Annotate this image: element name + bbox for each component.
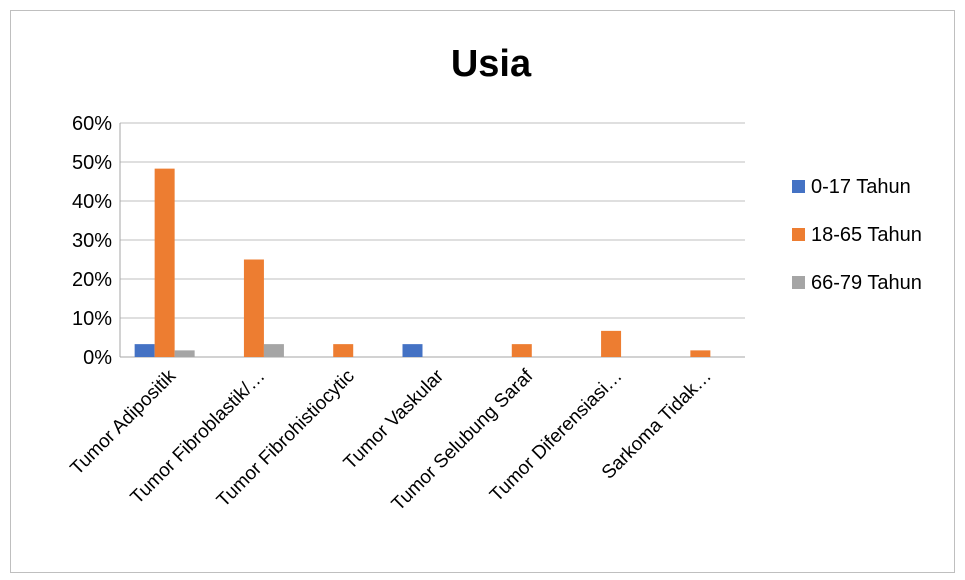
y-tick-label: 30% [72, 230, 112, 252]
bar [243, 259, 264, 357]
y-tick-label: 50% [72, 152, 112, 174]
gridlines [119, 122, 745, 358]
legend-swatch [792, 180, 805, 193]
bars [134, 168, 711, 357]
y-tick-label: 40% [72, 191, 112, 213]
legend-swatch [792, 228, 805, 241]
bar [134, 344, 155, 357]
legend: 0-17 Tahun 18-65 Tahun 66-79 Tahun [792, 176, 922, 294]
y-tick-label: 0% [83, 347, 112, 369]
legend-swatch [792, 276, 805, 289]
bar [402, 344, 423, 357]
y-tick-label: 10% [72, 308, 112, 330]
bar [690, 350, 711, 357]
y-tick-label: 20% [72, 269, 112, 291]
bar [154, 168, 175, 357]
y-axis-ticks: 0% 10% 20% 30% 40% 50% 60% [72, 113, 112, 369]
legend-label: 0-17 Tahun [811, 176, 911, 198]
bar [174, 350, 195, 357]
y-tick-label: 60% [72, 113, 112, 135]
bar [263, 344, 284, 357]
legend-label: 18-65 Tahun [811, 224, 922, 246]
chart-title: Usia [451, 43, 532, 85]
bar [601, 330, 622, 357]
bar [333, 344, 354, 357]
bar [511, 344, 532, 357]
legend-label: 66-79 Tahun [811, 272, 922, 294]
